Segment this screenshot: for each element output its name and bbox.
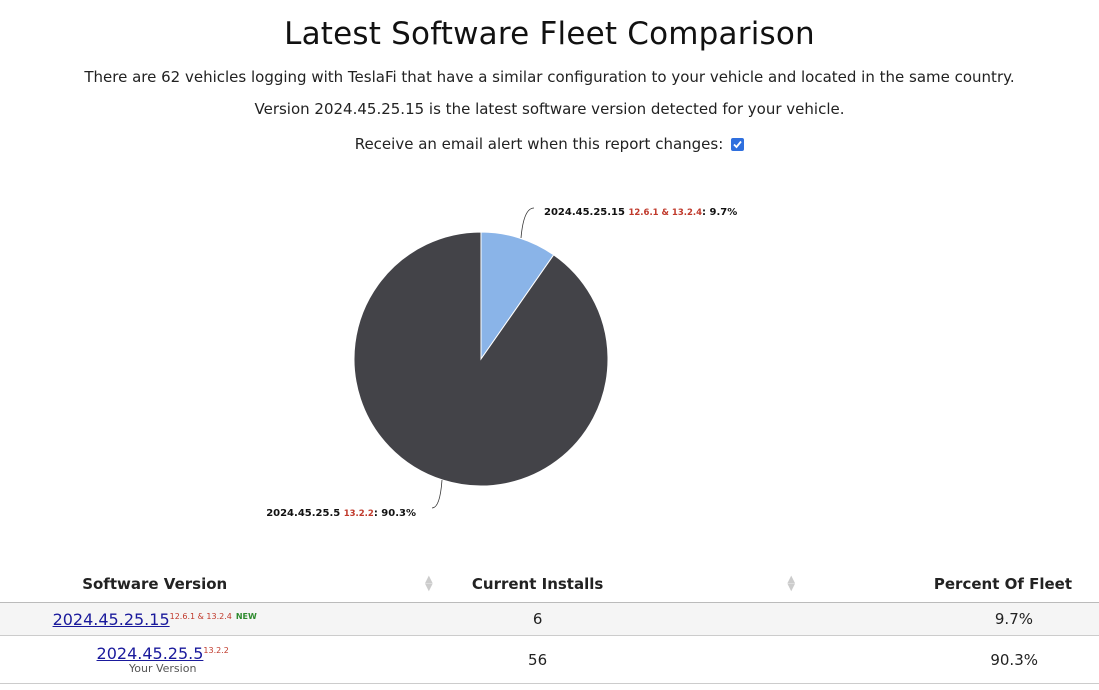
- version-sub: 12.6.1 & 13.2.4: [169, 611, 232, 621]
- sort-arrows-icon[interactable]: ▲ ▼: [425, 574, 433, 593]
- latest-version-text: Version 2024.45.25.15 is the latest soft…: [254, 100, 845, 118]
- table-row: 2024.45.25.513.2.2 Your Version 56 90.3%: [0, 635, 1099, 684]
- version-sub: 13.2.2: [203, 646, 229, 655]
- installs-cell: 6: [532, 610, 543, 628]
- pie-label-connector: [431, 479, 443, 509]
- email-alert-checkbox[interactable]: [731, 138, 745, 151]
- version-cell: 2024.45.25.1512.6.1 & 13.2.4 NEW: [0, 603, 309, 636]
- column-header-percent-of-fleet[interactable]: Percent Of Fleet: [933, 575, 1072, 593]
- email-alert-label: Receive an email alert when this report …: [354, 135, 724, 153]
- pie-slice-2024-45-25-5[interactable]: [353, 231, 609, 487]
- column-header-current-installs[interactable]: Current Installs ▲ ▼: [471, 574, 796, 594]
- column-header-software-version[interactable]: Software Version ▲ ▼: [82, 574, 433, 594]
- fleet-pie-chart: 2024.45.25.15 12.6.1 & 13.2.4: 9.7% 2024.…: [266, 207, 737, 519]
- version-cell: 2024.45.25.513.2.2 Your Version: [0, 636, 309, 684]
- installs-cell: 56: [528, 650, 548, 669]
- sort-arrows-icon[interactable]: ▲ ▼: [787, 574, 796, 593]
- version-link[interactable]: 2024.45.25.5: [96, 644, 204, 663]
- percent-cell: 90.3%: [990, 650, 1038, 669]
- check-icon: [733, 140, 742, 149]
- email-alert-row: Receive an email alert when this report …: [0, 135, 1099, 153]
- pie-label-connector: [520, 207, 535, 239]
- fleet-table: Software Version ▲ ▼ Current Installs ▲ ▼ …: [0, 566, 1099, 684]
- your-version-note: Your Version: [128, 662, 197, 675]
- pie-data-label: 2024.45.25.5 13.2.2: 90.3%: [266, 508, 416, 519]
- percent-cell: 9.7%: [994, 610, 1033, 628]
- page-title: Latest Software Fleet Comparison: [284, 16, 815, 52]
- version-link[interactable]: 2024.45.25.15: [52, 609, 170, 629]
- pie-slice-2024-45-25-15[interactable]: [480, 231, 555, 361]
- pie-data-label: 2024.45.25.15 12.6.1 & 13.2.4: 9.7%: [544, 207, 737, 218]
- table-row: 2024.45.25.1512.6.1 & 13.2.4 NEW 6 9.7%: [0, 602, 1099, 636]
- new-badge: NEW: [235, 611, 257, 621]
- fleet-description: There are 62 vehicles logging with Tesla…: [84, 68, 1015, 86]
